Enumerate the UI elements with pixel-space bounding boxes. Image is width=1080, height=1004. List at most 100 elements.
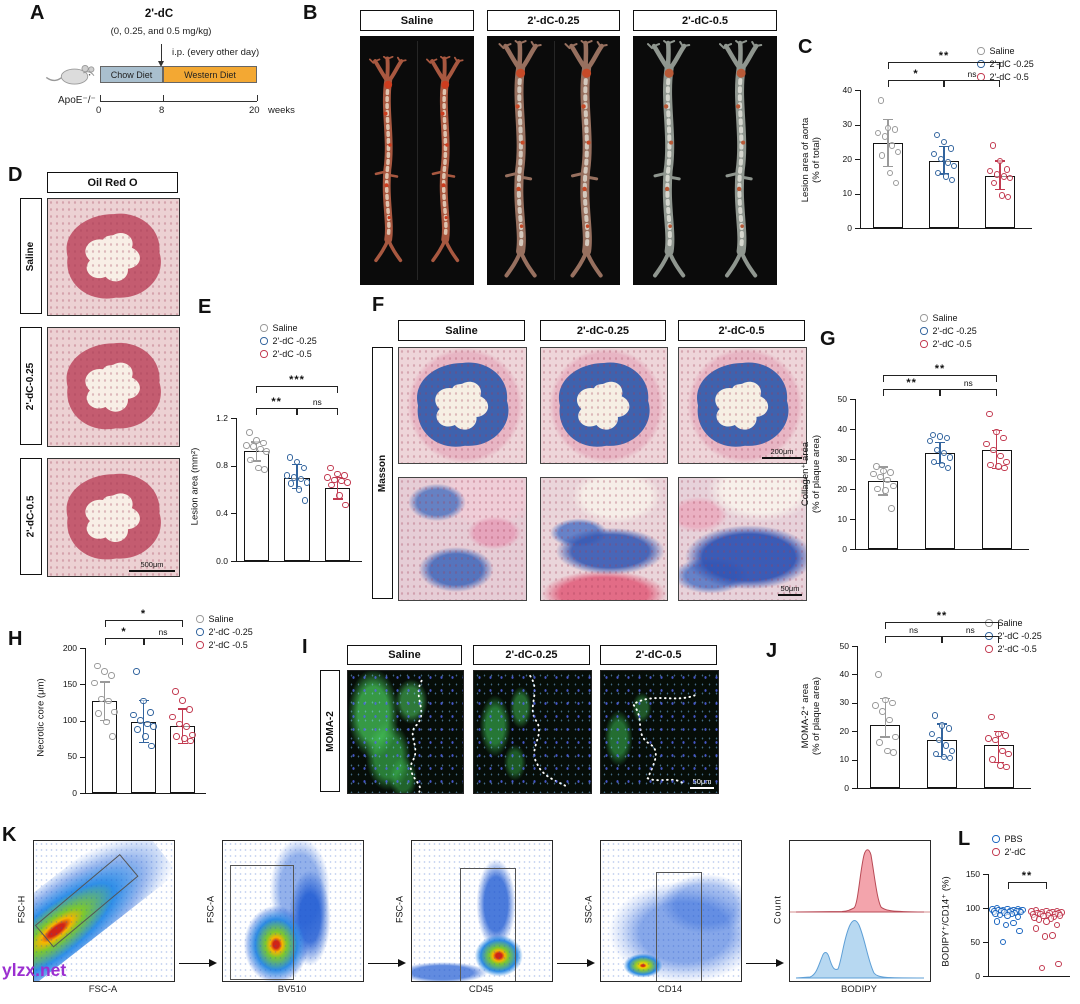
y-axis-line bbox=[85, 648, 86, 793]
dc05-marker-icon bbox=[196, 641, 204, 649]
data-point bbox=[892, 733, 899, 741]
data-point bbox=[147, 709, 154, 716]
data-point bbox=[183, 723, 190, 730]
significance-bracket bbox=[143, 638, 183, 645]
timeline-label-8: 8 bbox=[159, 105, 165, 116]
error-bar-cap bbox=[332, 498, 343, 500]
flow-x-label-3: CD45 bbox=[468, 984, 494, 995]
axis-tick-label: 50 bbox=[67, 751, 77, 762]
data-point bbox=[875, 671, 882, 678]
data-point bbox=[877, 473, 884, 481]
axis-tick bbox=[983, 942, 988, 943]
axis-tick-label: 150 bbox=[965, 868, 980, 879]
panel-j-label: J bbox=[766, 640, 778, 662]
data-point bbox=[887, 469, 894, 476]
data-point bbox=[101, 668, 108, 675]
data-point bbox=[301, 497, 309, 504]
dose-range-text: (0, 0.25, and 0.5 mg/kg) bbox=[110, 26, 212, 37]
flow-x-label-1: FSC-A bbox=[88, 984, 118, 995]
plaque-outline bbox=[632, 694, 696, 785]
data-point bbox=[944, 464, 952, 472]
axis-tick bbox=[850, 489, 855, 490]
data-point bbox=[1041, 933, 1049, 940]
significance-bracket bbox=[297, 408, 338, 415]
significance-bracket bbox=[256, 386, 338, 393]
data-point bbox=[929, 431, 937, 439]
data-point bbox=[1010, 919, 1017, 927]
timeline-label-20: 20 bbox=[249, 105, 260, 116]
axis-tick bbox=[852, 674, 857, 676]
error-bar-cap bbox=[251, 460, 262, 462]
data-point bbox=[993, 918, 1001, 925]
panel-h-y-axis-label: Necrotic core (μm) bbox=[35, 678, 47, 757]
significance-label: ns bbox=[312, 397, 322, 407]
axis-tick-label: 0 bbox=[975, 970, 980, 981]
panel-i-label: I bbox=[302, 636, 308, 658]
data-point bbox=[935, 736, 943, 744]
legend-label: 2'-dC -0.5 bbox=[932, 339, 972, 349]
data-point bbox=[874, 129, 882, 137]
data-point bbox=[293, 458, 301, 466]
axis-tick-label: 0.4 bbox=[216, 507, 228, 518]
data-point bbox=[933, 131, 941, 139]
data-point bbox=[988, 713, 995, 721]
density-cloud bbox=[601, 841, 741, 981]
data-point bbox=[1017, 908, 1025, 916]
oil-red-o-image-dc05: 500μm bbox=[47, 458, 180, 577]
axis-tick bbox=[852, 702, 857, 704]
mouse-model-label: ApoE⁻/⁻ bbox=[58, 95, 96, 106]
legend-label: Saline bbox=[989, 46, 1015, 56]
western-diet-bar: Western Diet bbox=[163, 66, 257, 83]
data-point bbox=[942, 742, 950, 749]
data-point bbox=[261, 466, 268, 473]
axis-tick-label: 10 bbox=[839, 754, 849, 765]
axis-tick-label: 20 bbox=[839, 725, 849, 736]
aorta-enface-image-saline bbox=[360, 36, 474, 285]
legend-label: Saline bbox=[208, 614, 234, 624]
flow-y-label-5: Count bbox=[772, 894, 783, 925]
axis-tick-label: 30 bbox=[842, 119, 852, 129]
data-point bbox=[948, 176, 956, 183]
axis-tick-label: 100 bbox=[965, 902, 980, 913]
legend-label: 2'-dC -0.5 bbox=[997, 644, 1037, 654]
significance-label: ** bbox=[271, 396, 282, 408]
data-point bbox=[172, 688, 179, 695]
data-point bbox=[882, 487, 889, 494]
data-point bbox=[133, 668, 140, 675]
column-header-dc025: 2'-dC-0.25 bbox=[473, 645, 590, 665]
axis-tick bbox=[80, 720, 85, 722]
scale-bar: 200μm bbox=[762, 447, 802, 459]
data-point bbox=[888, 142, 896, 149]
data-point bbox=[1000, 434, 1007, 442]
axis-tick-label: 40 bbox=[842, 84, 852, 95]
data-point bbox=[878, 152, 886, 159]
data-point bbox=[880, 467, 887, 475]
data-point bbox=[341, 472, 348, 479]
flow-plot-ssca-cd14 bbox=[600, 840, 742, 982]
gating-arrow-icon bbox=[557, 958, 595, 967]
axis-tick-label: 20 bbox=[837, 483, 847, 494]
dc05-marker-icon bbox=[920, 340, 928, 348]
panel-c-label: C bbox=[798, 36, 813, 58]
data-point bbox=[1004, 912, 1011, 919]
tissue-texture bbox=[679, 478, 806, 600]
flow-y-label-3: FSC-A bbox=[394, 896, 405, 923]
data-point bbox=[1056, 912, 1064, 919]
tissue-texture bbox=[679, 348, 806, 463]
collagen-area-chart: 0 10 20 30 40 50 ** ** ns bbox=[818, 364, 1033, 554]
data-point bbox=[169, 713, 176, 721]
data-point bbox=[926, 437, 934, 445]
significance-bracket bbox=[104, 638, 144, 645]
significance-label: ns bbox=[967, 69, 977, 79]
legend-label: 2'-dC -0.5 bbox=[272, 349, 312, 359]
significance-label: ** bbox=[1021, 870, 1033, 882]
data-point bbox=[937, 155, 945, 163]
flow-y-label-1: FSC-H bbox=[16, 895, 27, 924]
data-point bbox=[246, 429, 253, 436]
data-point bbox=[947, 145, 955, 152]
data-point bbox=[108, 672, 115, 679]
axis-tick bbox=[850, 519, 855, 520]
error-bar-cap bbox=[939, 145, 949, 148]
legend-label: 2'-dC -0.25 bbox=[208, 627, 253, 637]
error-bar-cap bbox=[177, 708, 188, 710]
